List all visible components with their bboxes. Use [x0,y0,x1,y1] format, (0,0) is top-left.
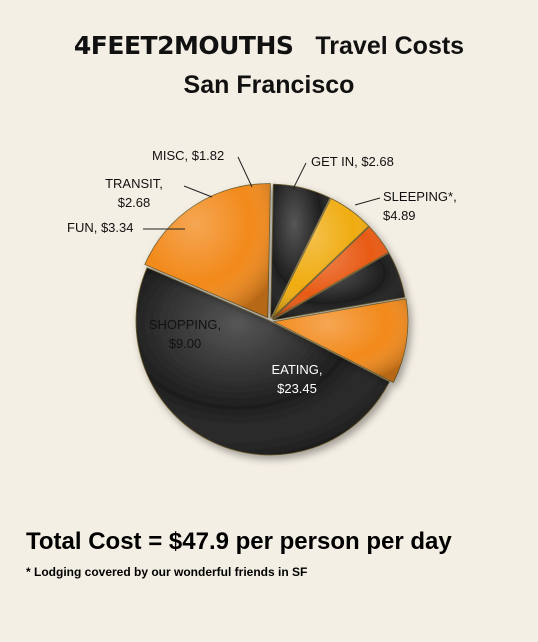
slice-label: FUN, $3.34 [67,220,133,235]
pie-slice-fun [270,183,331,319]
slice-label: SLEEPING*, $4.89 [383,189,457,223]
slice-label: MISC, $1.82 [152,148,224,163]
chart-title: 4FEET2MOUTHS Travel Costs San Francisco [0,30,538,102]
leader-line [183,185,213,198]
slice-label: EATING, $23.45 [271,362,322,396]
pie-slice-sleeping [272,298,409,383]
pie-slice-get-in [272,252,406,321]
slice-label: SHOPPING, $9.00 [149,317,221,351]
pie-slice-transit [271,197,370,319]
footnote: * Lodging covered by our wonderful frien… [26,565,308,579]
pie-slice-eating [135,267,390,456]
pie-slice-misc [272,226,390,320]
title-text: Travel Costs [315,32,465,60]
slice-label: TRANSIT, $2.68 [105,176,163,210]
slice-label: GET IN, $2.68 [311,154,394,169]
pie-slice-shopping [144,183,271,319]
leader-line [354,197,381,206]
total-cost: Total Cost = $47.9 per person per day [26,528,452,555]
brand-name: 4FEET2MOUTHS [73,31,294,60]
chart-subtitle: San Francisco [183,71,355,99]
leader-line [237,156,253,188]
leader-line [292,162,307,190]
